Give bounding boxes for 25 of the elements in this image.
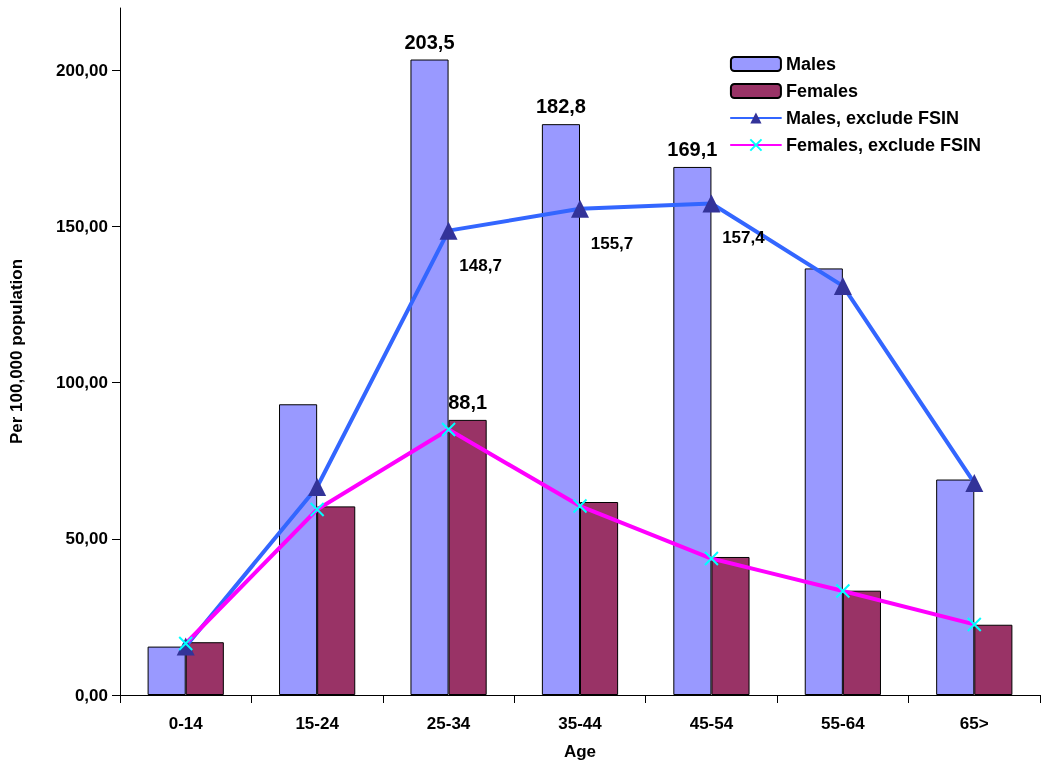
y-tick-label: 50,00 — [65, 529, 108, 549]
legend-label: Males — [785, 54, 836, 74]
x-tick-label: 35-44 — [558, 714, 603, 733]
y-axis-title: Per 100,000 population — [7, 258, 26, 445]
y-tick-label: 200,00 — [56, 60, 108, 80]
data-label: 157,4 — [722, 228, 766, 248]
legend-label: Females — [785, 81, 858, 101]
y-tick-label: 0,00 — [74, 685, 108, 705]
x-tick-label: 55-64 — [821, 714, 866, 733]
x-axis-title: Age — [563, 742, 597, 761]
data-label: 88,1 — [448, 390, 488, 413]
x-tick-label: 65> — [959, 714, 989, 733]
data-label: 155,7 — [590, 233, 634, 253]
data-label: 169,1 — [667, 137, 718, 160]
y-tick-label: 150,00 — [56, 217, 108, 237]
legend-label: Females, exclude FSIN — [785, 135, 982, 155]
legend-label: Males, exclude FSIN — [785, 108, 959, 128]
x-tick-label: 15-24 — [295, 714, 340, 733]
x-tick-label: 25-34 — [426, 714, 471, 733]
x-tick-label: 0-14 — [168, 714, 204, 733]
x-tick-label: 45-54 — [689, 714, 734, 733]
data-label: 148,7 — [459, 255, 502, 275]
data-label: 182,8 — [535, 95, 586, 118]
y-tick-label: 100,00 — [56, 373, 108, 393]
data-label: 203,5 — [404, 30, 455, 53]
